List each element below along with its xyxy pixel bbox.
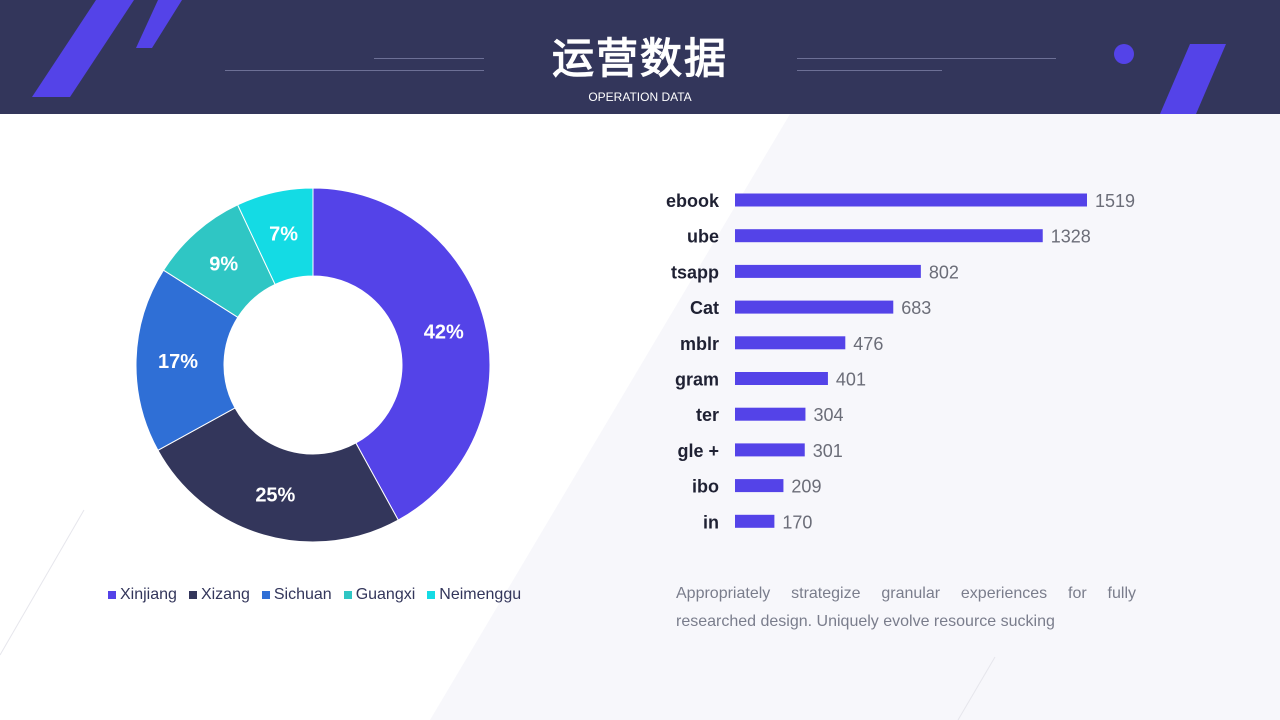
donut-slice-label: 25% (255, 485, 295, 507)
bar-3 (735, 300, 894, 314)
legend-swatch (343, 591, 352, 599)
header-banner: 运营数据 OPERATION DATA (0, 0, 1280, 114)
legend-label: Guangxi (355, 586, 416, 603)
bar-value-label: 401 (836, 370, 866, 390)
bar-2 (735, 264, 921, 278)
bar-value-label: 1519 (1095, 191, 1135, 211)
donut-chart: 42% 25% 17% 9% 7% (135, 187, 491, 543)
bar-9 (735, 514, 775, 528)
legend-item-xizang: Xizang (188, 586, 250, 604)
legend-swatch (188, 591, 197, 599)
bar-1 (735, 229, 1043, 243)
bar-category-label: in (703, 512, 719, 532)
bar-category-label: ibo (692, 477, 719, 497)
donut-slice-xizang (157, 407, 399, 543)
bar-value-label: 1328 (1051, 227, 1091, 247)
bar-category-label: tsapp (671, 262, 719, 282)
bar-value-label: 209 (791, 477, 821, 497)
legend-item-sichuan: Sichuan (261, 586, 332, 604)
header-line-right-short (797, 70, 942, 71)
header-decoration (32, 0, 1226, 114)
bar-0 (735, 193, 1087, 207)
legend-label: Xizang (200, 586, 250, 603)
bar-chart: ebook 1519 ube 1328 tsapp 802 Cat 683 mblr 476 gra… (666, 191, 1135, 532)
bar-category-label: ebook (666, 191, 720, 211)
donut-legend: Xinjiang Xizang Sichuan Guangxi Neimenggu (108, 586, 521, 604)
bar-value-label: 301 (813, 441, 843, 461)
description-text: Appropriately strategize granular experi… (676, 585, 1136, 630)
legend-label: Neimenggu (439, 586, 522, 603)
page-subtitle: OPERATION DATA (588, 90, 692, 104)
bar-4 (735, 336, 846, 350)
header-line-right (797, 58, 1056, 59)
legend-swatch (261, 591, 270, 599)
bar-category-label: ter (696, 405, 719, 425)
bar-category-label: gram (675, 370, 719, 390)
header-line-left (225, 70, 484, 71)
bar-value-label: 683 (901, 298, 931, 318)
bar-category-label: Cat (690, 298, 719, 318)
legend-label: Sichuan (273, 586, 332, 603)
bar-value-label: 170 (782, 512, 812, 532)
bar-category-label: ube (687, 227, 719, 247)
bar-7 (735, 443, 805, 457)
bar-value-label: 476 (853, 334, 883, 354)
bar-value-label: 304 (813, 405, 843, 425)
bar-5 (735, 372, 828, 385)
bar-value-label: 802 (929, 262, 959, 282)
legend-label: Xinjiang (120, 586, 177, 603)
donut-slice-neimenggu (236, 187, 314, 286)
bar-6 (735, 407, 806, 421)
legend-item-xinjiang: Xinjiang (108, 586, 177, 604)
legend-swatch (427, 591, 436, 599)
donut-slice-label: 17% (158, 351, 198, 373)
donut-slice-sichuan (135, 269, 239, 451)
donut-slice-label: 7% (269, 223, 298, 245)
legend-item-neimenggu: Neimenggu (427, 586, 521, 604)
header-dot (1114, 44, 1134, 64)
header-line-left-short (374, 58, 484, 59)
donut-slice-xinjiang (312, 187, 491, 521)
legend-item-guangxi: Guangxi (343, 586, 416, 604)
bar-category-label: mblr (680, 334, 719, 354)
bar-category-label: gle + (677, 441, 719, 461)
bar-8 (735, 479, 784, 493)
page-title: 运营数据 (551, 34, 728, 83)
legend-swatch (108, 591, 116, 599)
donut-slice-label: 42% (424, 321, 464, 343)
donut-slice-label: 9% (209, 254, 238, 276)
